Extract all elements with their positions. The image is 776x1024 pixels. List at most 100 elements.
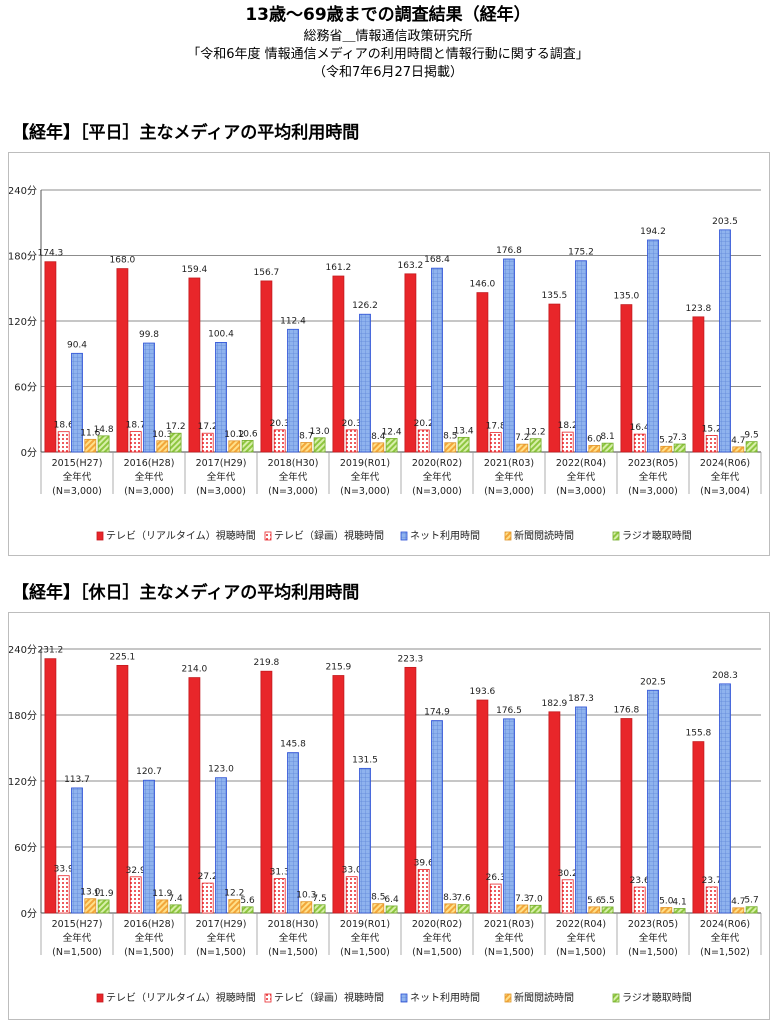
bar-radio	[673, 908, 686, 914]
legend-label-tv-recorded: テレビ（録画）視聴時間	[274, 991, 384, 1004]
data-label: 11.9	[152, 889, 172, 899]
data-label: 176.8	[496, 246, 522, 256]
data-label: 16.4	[630, 423, 650, 433]
data-label: 176.5	[496, 706, 522, 716]
bar-newspaper	[444, 903, 457, 914]
data-label: 215.9	[326, 663, 352, 673]
data-label: 7.2	[515, 433, 529, 443]
data-label: 32.9	[126, 866, 146, 876]
data-label: 8.4	[371, 432, 386, 442]
category-group-label: 全年代	[351, 471, 380, 483]
bar-newspaper	[660, 907, 673, 914]
data-label: 18.6	[54, 421, 74, 431]
y-tick-label: 120分	[9, 776, 37, 788]
bar-tv-realtime	[260, 670, 273, 914]
bar-tv-realtime	[332, 275, 345, 453]
bar-newspaper	[228, 440, 241, 453]
category-sample-label: (N=3,000)	[484, 486, 534, 497]
legend-swatch-newspaper	[504, 531, 512, 541]
category-year-label: 2022(R04)	[556, 919, 606, 930]
legend-swatch-internet	[400, 531, 408, 541]
legend-label-tv-recorded: テレビ（録画）視聴時間	[274, 529, 384, 542]
data-label: 15.2	[702, 424, 722, 434]
bar-tv-recorded	[489, 883, 502, 914]
legend-label-internet: ネット利用時間	[410, 992, 480, 1004]
data-label: 13.4	[454, 426, 474, 436]
weekday-chart-title: 【経年】［平日］主なメディアの平均利用時間	[12, 123, 360, 143]
bar-radio	[601, 906, 614, 914]
category-sample-label: (N=1,502)	[700, 947, 750, 958]
bar-radio	[97, 435, 110, 453]
bar-tv-recorded	[633, 433, 646, 453]
bar-internet	[503, 258, 515, 453]
y-tick-label: 180分	[9, 251, 37, 263]
legend-label-tv-realtime: テレビ（リアルタイム）視聴時間	[106, 991, 256, 1004]
bar-newspaper	[588, 445, 601, 453]
category-sample-label: (N=3,000)	[196, 486, 246, 497]
data-label: 8.3	[443, 893, 457, 903]
legend-swatch-internet	[400, 993, 408, 1003]
bar-tv-realtime	[548, 711, 561, 914]
bar-tv-recorded	[489, 432, 502, 453]
bar-internet	[287, 752, 299, 914]
y-tick-label: 0分	[21, 908, 37, 920]
data-label: 17.8	[486, 422, 506, 432]
data-label: 174.3	[38, 249, 64, 259]
category-group-label: 全年代	[279, 471, 308, 483]
weekday-chart-panel: 0分 60分 120分 180分 240分 174.3 18.6 90.4 11.6 14.8 20…	[8, 152, 770, 556]
bar-internet	[71, 352, 83, 453]
bar-newspaper	[516, 904, 529, 914]
data-label: 12.2	[526, 428, 546, 438]
category-sample-label: (N=1,500)	[196, 947, 246, 958]
data-label: 33.9	[54, 865, 74, 875]
category-year-label: 2019(R01)	[340, 458, 390, 469]
data-label: 174.9	[424, 708, 450, 718]
category-sample-label: (N=1,500)	[628, 947, 678, 958]
data-label: 100.4	[208, 329, 234, 339]
bar-tv-realtime	[260, 280, 273, 453]
bar-newspaper	[372, 903, 385, 914]
data-label: 187.3	[568, 694, 594, 704]
category-sample-label: (N=1,500)	[268, 947, 318, 958]
bar-tv-recorded	[129, 431, 142, 453]
category-sample-label: (N=3,000)	[52, 486, 102, 497]
category-group-label: 全年代	[207, 932, 236, 944]
bar-radio	[529, 438, 542, 453]
data-label: 23.7	[702, 876, 722, 886]
bar-tv-realtime	[620, 304, 633, 453]
data-label: 39.6	[414, 858, 434, 868]
category-sample-label: (N=1,500)	[340, 947, 390, 958]
data-label: 6.4	[384, 895, 399, 905]
category-group-label: 全年代	[711, 471, 740, 483]
data-label: 123.8	[686, 304, 712, 314]
data-label: 14.8	[94, 425, 114, 435]
bar-tv-recorded	[417, 429, 430, 453]
category-year-label: 2021(R03)	[484, 458, 534, 469]
legend-swatch-radio	[612, 993, 620, 1003]
category-group-label: 全年代	[423, 471, 452, 483]
category-group-label: 全年代	[495, 471, 524, 483]
data-label: 113.7	[64, 775, 90, 785]
data-label: 135.5	[542, 291, 568, 301]
bar-tv-realtime	[116, 664, 129, 914]
category-group-label: 全年代	[423, 932, 452, 944]
source-organization: 総務省＿情報通信政策研究所	[303, 29, 473, 44]
data-label: 33.0	[342, 866, 362, 876]
data-label: 17.2	[198, 422, 218, 432]
data-label: 5.6	[240, 896, 255, 906]
legend-label-internet: ネット利用時間	[410, 530, 480, 542]
bar-newspaper	[156, 440, 169, 453]
legend-swatch-tv-realtime	[96, 993, 104, 1003]
category-year-label: 2018(H30)	[268, 458, 319, 469]
bar-newspaper	[660, 445, 673, 453]
category-sample-label: (N=3,000)	[268, 486, 318, 497]
bar-newspaper	[84, 438, 97, 453]
bar-tv-realtime	[548, 303, 561, 453]
data-label: 20.2	[414, 419, 434, 429]
bar-tv-recorded	[273, 878, 286, 914]
data-label: 7.5	[312, 894, 326, 904]
bar-radio	[313, 904, 326, 914]
y-tick-label: 120分	[9, 316, 37, 328]
data-label: 7.3	[515, 894, 529, 904]
